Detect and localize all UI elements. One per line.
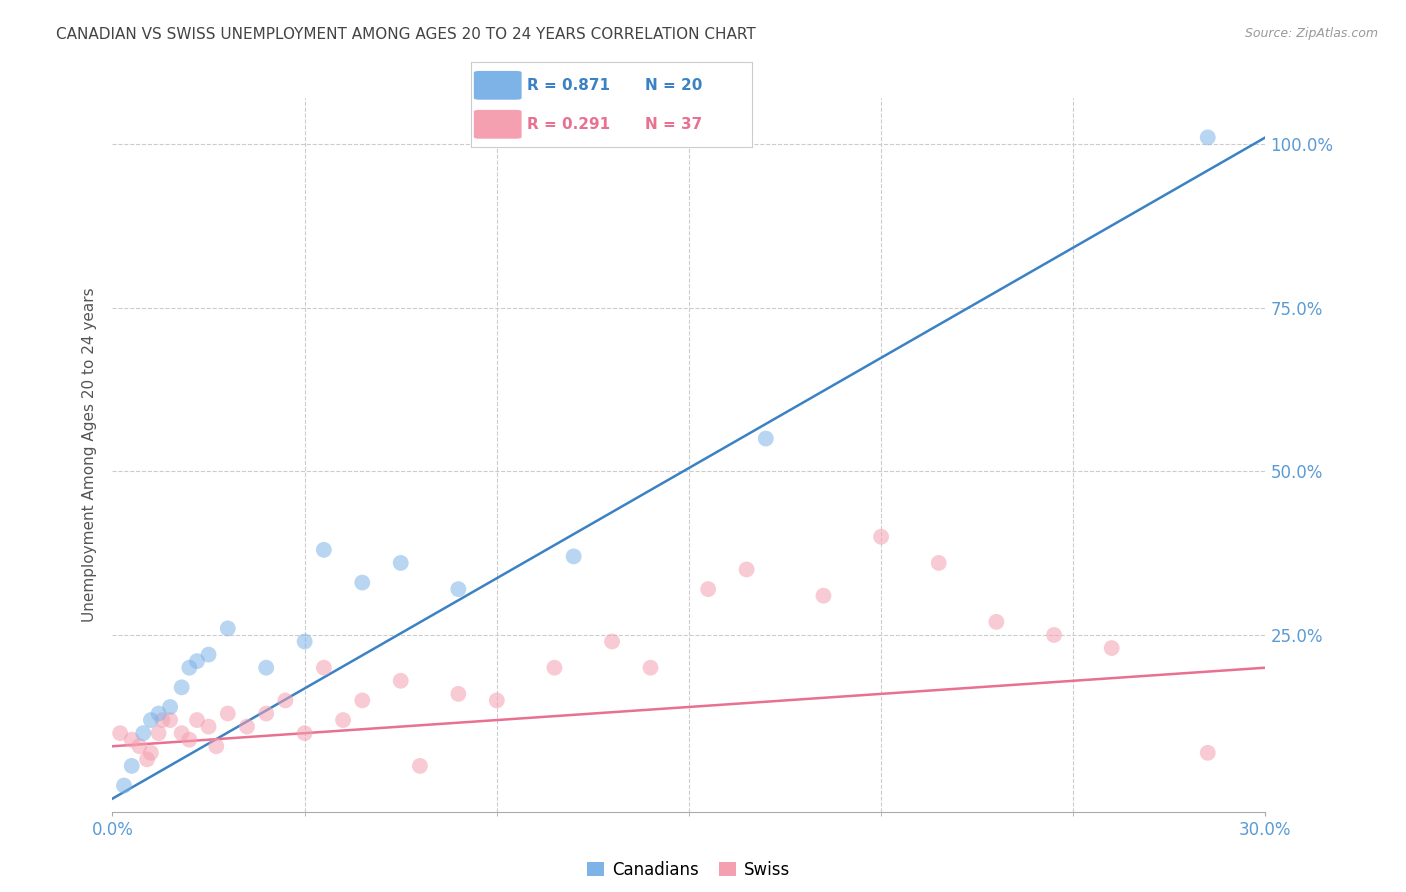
Point [205, 739, 228, 754]
Y-axis label: Unemployment Among Ages 20 to 24 years: Unemployment Among Ages 20 to 24 years [82, 287, 97, 623]
Point [274, 693, 297, 707]
Point [409, 759, 432, 773]
Point [159, 700, 181, 714]
Point [697, 582, 720, 596]
Point [312, 542, 335, 557]
Point [600, 634, 623, 648]
Point [217, 621, 239, 635]
Point [986, 615, 1008, 629]
Point [352, 575, 374, 590]
Point [152, 713, 174, 727]
Point [352, 693, 374, 707]
Legend: Canadians, Swiss: Canadians, Swiss [581, 855, 797, 886]
Point [254, 661, 277, 675]
Point [179, 661, 201, 675]
Point [332, 713, 354, 727]
Text: N = 37: N = 37 [645, 117, 703, 132]
Point [254, 706, 277, 721]
Point [132, 726, 155, 740]
Point [294, 634, 316, 648]
Point [294, 726, 316, 740]
Text: CANADIAN VS SWISS UNEMPLOYMENT AMONG AGES 20 TO 24 YEARS CORRELATION CHART: CANADIAN VS SWISS UNEMPLOYMENT AMONG AGE… [56, 27, 756, 42]
Point [112, 779, 135, 793]
Point [186, 654, 208, 668]
Point [562, 549, 585, 564]
FancyBboxPatch shape [474, 110, 522, 139]
Point [121, 759, 143, 773]
Point [485, 693, 508, 707]
Text: N = 20: N = 20 [645, 78, 703, 93]
Point [389, 673, 412, 688]
Point [179, 732, 201, 747]
Point [170, 681, 193, 695]
Point [139, 713, 162, 727]
Point [197, 720, 219, 734]
Point [1043, 628, 1066, 642]
Point [1101, 641, 1123, 656]
Point [197, 648, 219, 662]
Point [139, 746, 162, 760]
Point [108, 726, 131, 740]
Text: R = 0.291: R = 0.291 [527, 117, 610, 132]
Point [447, 582, 470, 596]
Point [389, 556, 412, 570]
Point [928, 556, 950, 570]
Point [755, 432, 778, 446]
Text: Source: ZipAtlas.com: Source: ZipAtlas.com [1244, 27, 1378, 40]
Point [136, 752, 159, 766]
Point [735, 562, 758, 576]
Point [312, 661, 335, 675]
Point [170, 726, 193, 740]
FancyBboxPatch shape [474, 71, 522, 100]
Point [148, 726, 170, 740]
Point [186, 713, 208, 727]
Point [447, 687, 470, 701]
Point [543, 661, 565, 675]
Point [1197, 130, 1219, 145]
Point [121, 732, 143, 747]
Point [217, 706, 239, 721]
Point [870, 530, 893, 544]
Point [813, 589, 835, 603]
Point [640, 661, 662, 675]
Point [128, 739, 150, 754]
Point [236, 720, 259, 734]
Point [1197, 746, 1219, 760]
Point [148, 706, 170, 721]
Text: R = 0.871: R = 0.871 [527, 78, 610, 93]
Point [159, 713, 181, 727]
